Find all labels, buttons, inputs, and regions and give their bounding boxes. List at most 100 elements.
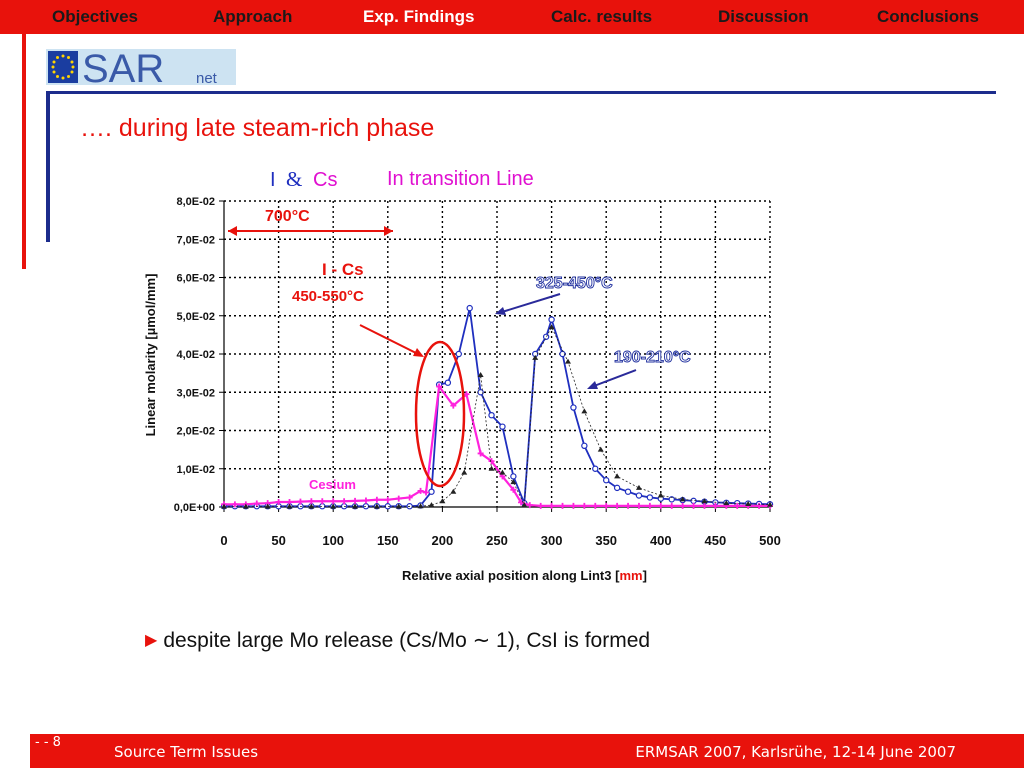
y-tick-label: 4,0E-02 <box>176 349 215 361</box>
cesium-label: Cesium <box>309 477 356 492</box>
series-point-1 <box>581 502 588 509</box>
series-point-2 <box>745 500 752 506</box>
nav-item-calc-results[interactable]: Calc. results <box>551 7 653 26</box>
series-point-1 <box>330 498 337 505</box>
series-point-2 <box>488 465 495 471</box>
blue-325-pointer-arrow <box>495 307 506 315</box>
chart-subtitle: In transition Line <box>387 168 534 190</box>
series-point-2 <box>450 488 457 494</box>
series-point-2 <box>308 503 315 509</box>
x-tick-label: 150 <box>377 533 399 548</box>
series-point-1 <box>526 502 533 509</box>
series-point-1 <box>341 498 348 505</box>
blue-325-label: 325-450°C <box>536 275 613 292</box>
page-number: - - 8 <box>35 735 61 750</box>
temp700-arrow-left <box>228 226 237 236</box>
ics-pointer-arrow <box>413 348 424 357</box>
series-point-1 <box>657 502 664 509</box>
logo-text: SAR <box>82 47 164 86</box>
series-point-0 <box>570 404 577 411</box>
ics-label: I - Cs <box>322 260 364 279</box>
y-tick-label: 2,0E-02 <box>176 426 215 438</box>
bullet-arrow-icon: ▶ <box>145 632 158 649</box>
y-tick-label: 5,0E-02 <box>176 311 215 323</box>
chart-ticks: 0 50 100 150 200 250 300 350 400 450 500 0,0E+00 1,0… <box>174 196 781 548</box>
blue-190-pointer-line <box>593 369 637 387</box>
series-point-2 <box>510 479 517 485</box>
series-point-0 <box>581 442 588 449</box>
x-tick-label: 400 <box>650 533 672 548</box>
series-point-1 <box>477 450 484 457</box>
y-tick-label: 8,0E-02 <box>176 196 215 208</box>
series-point-1 <box>646 502 653 509</box>
series-point-2 <box>352 503 359 509</box>
series-point-1 <box>463 391 470 398</box>
series-point-1 <box>319 498 326 505</box>
series-point-2 <box>242 503 249 509</box>
y-tick-label: 3,0E-02 <box>176 387 215 399</box>
decorative-blue-vertical-line <box>46 92 50 242</box>
series-point-0 <box>455 350 462 358</box>
series-point-0 <box>559 350 566 358</box>
series-point-2 <box>439 498 446 504</box>
series-point-1 <box>395 495 402 502</box>
series-point-1 <box>450 402 457 409</box>
nav-item-approach[interactable]: Approach <box>213 7 293 26</box>
series-point-1 <box>275 499 282 506</box>
series-point-2 <box>521 502 528 508</box>
x-tick-label: 50 <box>271 533 285 548</box>
footer-left: Source Term Issues <box>114 743 259 761</box>
series-point-1 <box>231 501 238 508</box>
nav-item-exp-findings[interactable]: Exp. Findings <box>363 7 475 26</box>
x-tick-label: 0 <box>220 533 227 548</box>
series-point-0 <box>592 465 599 472</box>
bullet-item: ▶ despite large Mo release (Cs/Mo ∼ 1), C… <box>145 628 650 653</box>
series-point-2 <box>373 503 380 509</box>
decorative-blue-horizontal-line <box>46 91 996 94</box>
series-point-0 <box>635 492 643 499</box>
series-point-2 <box>701 498 708 504</box>
series-point-2 <box>428 502 435 508</box>
series-point-1 <box>679 502 686 509</box>
series-point-2 <box>581 408 588 414</box>
series-point-1 <box>570 502 577 509</box>
series-point-0 <box>548 316 555 323</box>
series-point-2 <box>679 496 686 502</box>
series-point-1 <box>352 497 359 504</box>
x-tick-label: 300 <box>541 533 563 548</box>
series-point-2 <box>221 503 227 509</box>
x-tick-label: 250 <box>486 533 508 548</box>
nav-item-conclusions[interactable]: Conclusions <box>877 7 980 26</box>
blue-190-label: 190-210°C <box>614 349 691 366</box>
series-point-1 <box>690 502 697 509</box>
series-point-1 <box>384 496 391 503</box>
decorative-red-line <box>22 34 26 269</box>
nav-item-discussion[interactable]: Discussion <box>718 7 809 26</box>
series-point-1 <box>362 497 369 504</box>
series-point-0 <box>646 494 654 501</box>
ics-pointer-line <box>359 324 419 355</box>
series-point-0 <box>444 379 452 386</box>
chart-title-cs: Cs <box>313 169 337 191</box>
x-axis-label-unit: mm <box>619 568 642 583</box>
series-point-0 <box>603 477 610 484</box>
nav-item-objectives[interactable]: Objectives <box>52 7 138 26</box>
series-point-2 <box>597 446 604 452</box>
x-axis-label-end: ] <box>643 568 647 583</box>
x-tick-label: 100 <box>322 533 344 548</box>
x-tick-label: 450 <box>705 533 727 548</box>
series-point-1 <box>510 486 517 493</box>
series-point-2 <box>395 503 402 509</box>
series-point-1 <box>701 502 708 509</box>
ics-highlight-ellipse <box>414 340 466 488</box>
series-point-1 <box>559 502 566 509</box>
series-point-0 <box>690 497 697 505</box>
series-point-1 <box>712 502 719 509</box>
series-point-2 <box>477 372 484 378</box>
series-point-2 <box>286 503 293 509</box>
temp700-label: 700°C <box>265 208 310 225</box>
series-point-1 <box>603 502 610 509</box>
series-point-2 <box>548 324 555 330</box>
series-point-1 <box>436 383 443 390</box>
